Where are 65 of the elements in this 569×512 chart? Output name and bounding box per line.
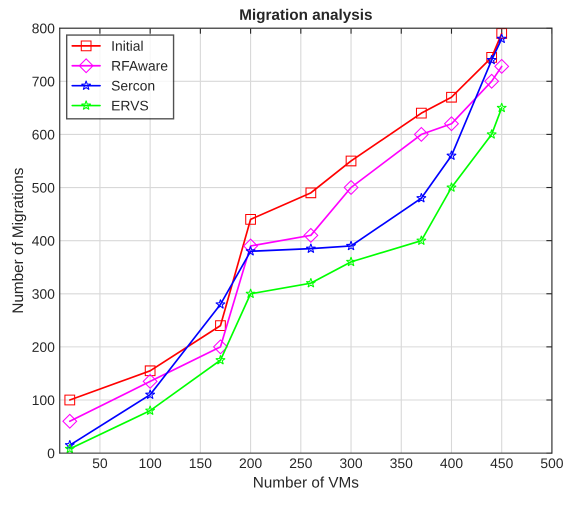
point	[414, 127, 429, 142]
y-tick-label: 100	[32, 395, 54, 406]
point	[346, 240, 356, 250]
x-tick-label: 150	[190, 458, 212, 468]
legend-label: Initial	[112, 40, 143, 51]
point	[145, 389, 156, 400]
point	[486, 52, 498, 63]
x-tick-label: 300	[340, 458, 362, 468]
x-tick-label: 500	[540, 458, 563, 468]
x-tick-label: 450	[490, 458, 513, 468]
point	[64, 443, 75, 454]
x-tick-label: 350	[390, 458, 412, 468]
point	[494, 59, 510, 74]
point	[416, 108, 427, 119]
y-tick-label: 500	[32, 182, 54, 193]
point	[215, 299, 226, 309]
legend-label: ERVS	[112, 100, 148, 111]
legend-label: RFAware	[112, 61, 168, 71]
y-tick-label: 300	[32, 289, 54, 299]
point	[346, 156, 356, 166]
y-tick-label: 400	[32, 236, 54, 246]
point	[303, 228, 318, 243]
point	[215, 354, 226, 365]
point	[64, 394, 76, 406]
x-tick-label: 100	[140, 458, 162, 468]
point	[142, 374, 158, 389]
point	[306, 278, 316, 288]
point	[444, 116, 459, 132]
point	[446, 92, 457, 103]
point	[416, 235, 426, 246]
point	[484, 74, 500, 89]
x-tick-label: 200	[240, 458, 262, 468]
y-tick-label: 600	[32, 130, 54, 140]
point	[245, 288, 256, 298]
y-tick-label: 700	[32, 76, 54, 86]
point	[213, 339, 228, 354]
point	[144, 365, 156, 376]
point	[486, 129, 497, 139]
y-tick-label: 200	[32, 342, 54, 352]
y-axis-title: Number of Migrations	[12, 168, 26, 312]
point	[496, 33, 507, 44]
point	[245, 214, 256, 225]
point	[64, 440, 75, 450]
point	[446, 182, 457, 192]
legend-label: Sercon	[112, 80, 154, 91]
point	[243, 238, 258, 254]
point	[486, 54, 497, 64]
point	[496, 102, 507, 112]
x-tick-label: 400	[440, 458, 463, 468]
y-tick-label: 800	[32, 23, 54, 34]
point	[344, 180, 358, 195]
point	[346, 256, 356, 266]
x-axis-title: Number of VMs	[254, 476, 358, 488]
chart-title: Migration analysis	[240, 8, 372, 24]
x-tick-label: 50	[92, 458, 108, 468]
point	[496, 28, 508, 39]
point	[306, 243, 316, 254]
point	[446, 150, 457, 160]
x-tick-label: 250	[290, 458, 312, 468]
point	[305, 187, 316, 198]
point	[145, 405, 156, 416]
point	[62, 414, 78, 429]
point	[416, 192, 426, 203]
point	[215, 320, 226, 332]
y-tick-label: 0	[48, 448, 54, 458]
